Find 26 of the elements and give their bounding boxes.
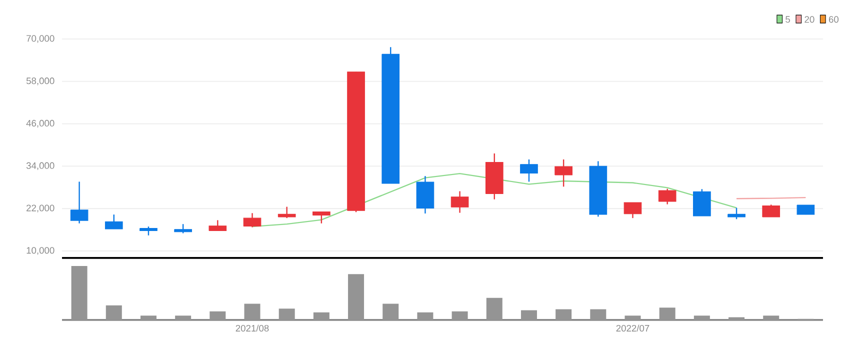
candlestick	[728, 207, 746, 220]
candlestick	[70, 181, 88, 224]
candlestick	[520, 158, 538, 182]
candlestick	[104, 214, 123, 230]
candlestick	[243, 212, 262, 228]
candlestick	[174, 223, 192, 234]
candlestick	[312, 211, 330, 224]
candlestick	[554, 158, 572, 188]
y-tick-label: 70,000	[26, 35, 54, 43]
legend-label: 5	[786, 16, 790, 23]
candlestick	[624, 202, 642, 219]
x-tick-label: 2021/08	[236, 324, 269, 332]
candlestick	[278, 206, 296, 219]
x-tick-label: 2022/07	[616, 324, 650, 332]
y-tick-label: 58,000	[26, 78, 54, 86]
candlestick	[658, 188, 676, 205]
y-tick-label: 34,000	[26, 162, 54, 170]
y-tick-label: 10,000	[26, 247, 54, 255]
legend-label: 60	[828, 16, 839, 23]
candlestick	[450, 190, 469, 214]
candlestick	[796, 204, 815, 216]
legend-label: 20	[804, 16, 814, 23]
candlestick	[762, 204, 780, 218]
candlestick	[208, 220, 227, 232]
y-tick-label: 22,000	[26, 204, 54, 212]
y-tick-label: 46,000	[26, 120, 54, 128]
